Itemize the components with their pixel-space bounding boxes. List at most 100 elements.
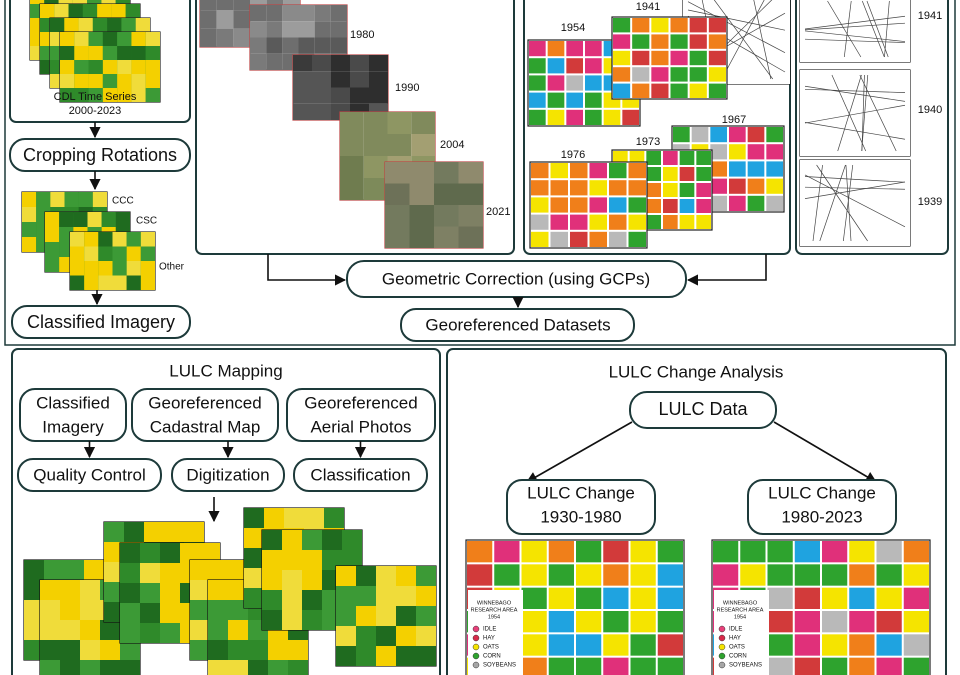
tile-patch: [45, 257, 60, 272]
tile-patch: [657, 541, 683, 563]
tile-patch: [747, 144, 765, 160]
tile-patch: [190, 580, 210, 600]
legend-title: RESEARCH AREA: [471, 607, 518, 613]
tile-patch: [766, 144, 783, 160]
tile-patch: [663, 215, 678, 229]
tile-patch: [576, 611, 602, 633]
tile-patch: [24, 580, 44, 600]
tile-patch: [740, 541, 766, 563]
tile-patch: [376, 606, 396, 626]
tile-patch: [529, 109, 546, 125]
image-tile: [799, 159, 911, 247]
tile-patch: [849, 634, 875, 656]
tile-patch: [689, 18, 707, 33]
tile-patch: [131, 60, 146, 74]
tile-patch: [589, 180, 607, 196]
lulc-data-label: LULC Data: [658, 399, 748, 419]
tile-patch: [822, 634, 848, 656]
aerial-year: 1990: [395, 82, 419, 94]
tile-patch: [208, 600, 228, 620]
tile-patch: [80, 660, 100, 675]
tile-patch: [117, 74, 132, 88]
aerial-year: 1980: [350, 29, 374, 41]
tile-patch: [84, 275, 99, 290]
tile-patch: [115, 212, 130, 227]
tile-patch: [458, 205, 483, 227]
tile-patch: [324, 508, 344, 528]
legend-title: WINNEBAGO: [477, 600, 512, 606]
tile-patch: [710, 161, 727, 177]
tile-patch: [282, 570, 302, 590]
tile-patch: [40, 580, 60, 600]
cad-line: [842, 164, 854, 242]
tile-patch: [160, 563, 180, 583]
tile-patch: [800, 0, 910, 62]
tile-patch: [104, 562, 124, 582]
tile-patch: [50, 192, 65, 207]
tile-patch: [120, 660, 140, 675]
tile-patch: [24, 640, 44, 660]
tile-patch: [107, 18, 122, 32]
tile-patch: [74, 32, 89, 46]
tile-patch: [121, 18, 136, 32]
tile-patch: [630, 657, 656, 675]
legend-swatch: [472, 634, 480, 642]
tile-patch: [708, 34, 726, 49]
tile-patch: [100, 660, 120, 675]
tile-patch: [409, 183, 434, 205]
tile-patch: [766, 161, 783, 177]
tile-patch: [140, 603, 160, 623]
legend-swatch: [472, 652, 480, 660]
tile-patch: [494, 564, 520, 586]
tile-patch: [767, 657, 793, 675]
tile-patch: [74, 60, 89, 74]
cad-line: [859, 74, 897, 152]
tile-patch: [120, 583, 140, 603]
tile-patch: [663, 167, 678, 181]
tile-patch: [112, 275, 127, 290]
tile-patch: [521, 564, 547, 586]
tile-patch: [200, 28, 217, 47]
tile-patch: [632, 34, 650, 49]
tile-patch: [585, 109, 602, 125]
tile-patch: [570, 231, 588, 247]
tile-patch: [244, 568, 264, 588]
tile-patch: [589, 163, 607, 179]
arrow: [773, 421, 877, 483]
tile-patch: [409, 205, 434, 227]
cad-line: [804, 174, 906, 228]
tile-patch: [385, 162, 410, 184]
tile-patch: [350, 87, 369, 104]
cad-line: [687, 9, 786, 31]
map-year: 1967: [722, 114, 746, 126]
cad-line: [804, 85, 906, 102]
tile-patch: [125, 4, 140, 18]
tile-patch: [622, 109, 639, 125]
tile-patch: [657, 634, 683, 656]
lulc-mapping-title: LULC Mapping: [169, 361, 282, 380]
tile-patch: [336, 586, 356, 606]
tile-patch: [44, 560, 64, 580]
tile-patch: [104, 522, 124, 542]
tile-patch: [747, 127, 765, 143]
tile-patch: [387, 112, 412, 134]
tile-patch: [82, 4, 98, 18]
tile-patch: [696, 151, 711, 165]
tile-patch: [210, 560, 230, 580]
tile-patch: [576, 634, 602, 656]
tile-patch: [822, 587, 848, 609]
tile-patch: [689, 50, 707, 66]
tile-patch: [800, 160, 910, 246]
tile-patch: [262, 610, 282, 630]
tile-patch: [60, 32, 75, 46]
tile-patch: [548, 587, 574, 609]
image-tile: [69, 231, 156, 291]
tile-patch: [131, 74, 146, 88]
tile-patch: [190, 620, 210, 640]
cad-line: [804, 30, 906, 42]
tile-patch: [144, 522, 164, 542]
tile-patch: [876, 611, 902, 633]
tile-patch: [670, 50, 688, 66]
tile-patch: [876, 587, 902, 609]
